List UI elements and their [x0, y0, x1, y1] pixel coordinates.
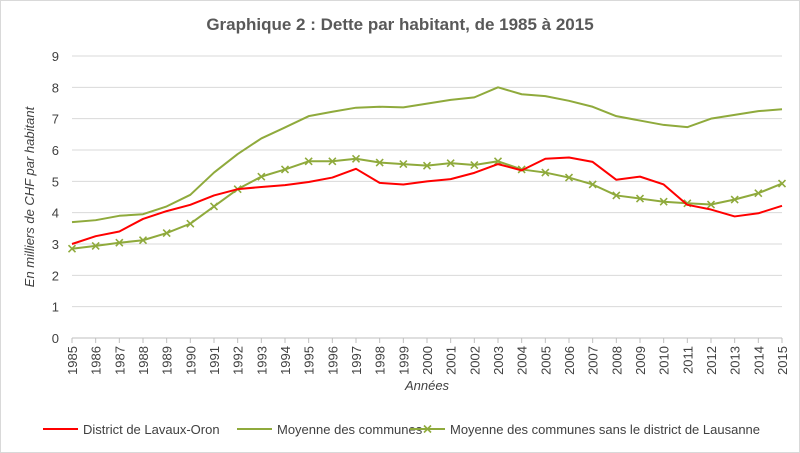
y-tick-label: 0 — [52, 331, 59, 346]
data-point-marker — [375, 158, 384, 167]
legend: District de Lavaux-Oron Moyenne des commu… — [43, 422, 760, 437]
data-point-marker — [541, 168, 550, 177]
y-axis-title: En milliers de CHF par habitant — [22, 105, 37, 287]
x-tick-label: 2004 — [515, 346, 530, 375]
data-point-marker — [328, 157, 337, 166]
gridlines — [72, 55, 782, 339]
x-tick-label: 2014 — [751, 346, 766, 375]
legend-label: District de Lavaux-Oron — [83, 422, 220, 437]
x-tick-label: 2012 — [704, 346, 719, 375]
data-point-marker — [470, 160, 479, 170]
series-lines — [67, 86, 787, 253]
x-tick-label: 1990 — [183, 346, 198, 375]
x-tick-label: 2003 — [491, 346, 506, 375]
data-point-marker — [186, 219, 195, 228]
data-point-marker — [209, 202, 219, 211]
x-tick-label: 1996 — [325, 346, 340, 375]
data-point-marker — [777, 179, 787, 188]
x-tick-label: 2005 — [538, 346, 553, 375]
data-point-marker — [446, 159, 455, 168]
x-tick-label: 2001 — [444, 346, 459, 375]
data-point-marker — [91, 241, 100, 250]
y-tick-label: 9 — [52, 49, 59, 64]
x-tick-label: 1994 — [278, 346, 293, 375]
data-point-marker — [115, 238, 124, 247]
series-1 — [71, 86, 783, 224]
legend-marker — [423, 424, 432, 434]
y-tick-label: 2 — [52, 268, 59, 283]
x-tick-label: 1986 — [89, 346, 104, 375]
data-point-marker — [280, 165, 290, 174]
x-tick-label: 1992 — [231, 346, 246, 375]
data-point-marker — [706, 200, 716, 209]
data-point-marker — [138, 236, 148, 245]
x-tick-label: 1999 — [396, 346, 411, 375]
legend-label: Moyenne des communes sans le district de… — [450, 422, 760, 437]
y-tick-label: 3 — [52, 237, 59, 252]
legend-item: District de Lavaux-Oron — [43, 422, 220, 437]
data-point-marker — [422, 161, 432, 170]
x-tick-label: 2000 — [420, 346, 435, 375]
data-point-marker — [659, 197, 668, 206]
series-line — [71, 86, 783, 224]
x-tick-label: 1988 — [136, 346, 151, 375]
data-point-marker — [257, 172, 266, 181]
x-tick-label: 2009 — [633, 346, 648, 375]
data-point-marker — [730, 195, 739, 204]
x-tick-label: 2008 — [609, 346, 624, 375]
chart-title: Graphique 2 : Dette par habitant, de 198… — [206, 15, 593, 34]
x-tick-label: 2015 — [775, 346, 790, 375]
data-point-marker — [351, 154, 361, 163]
x-tick-label: 1989 — [160, 346, 175, 375]
x-axis-title: Années — [404, 378, 450, 393]
y-tick-label: 7 — [52, 112, 59, 127]
x-tick-label: 1993 — [254, 346, 269, 375]
y-axis-ticks: 0 1 2 3 4 5 6 7 8 9 — [52, 49, 59, 346]
series-2 — [67, 154, 787, 253]
y-tick-label: 5 — [52, 174, 59, 189]
y-tick-label: 4 — [52, 206, 59, 221]
series-line — [71, 157, 783, 250]
data-point-marker — [399, 160, 408, 169]
x-tick-label: 2013 — [728, 346, 743, 375]
x-tick-label: 1991 — [207, 346, 222, 375]
data-point-marker — [612, 191, 621, 200]
x-tick-label: 2007 — [586, 346, 601, 375]
x-tick-label: 1985 — [65, 346, 80, 375]
x-tick-label: 2010 — [657, 346, 672, 375]
x-tick-label: 1995 — [302, 346, 317, 375]
data-point-marker — [162, 228, 171, 238]
x-axis-ticks: 1985 1986 1987 1988 1989 1990 1991 1992 1993 1994… — [65, 338, 790, 375]
series-0 — [71, 156, 783, 245]
x-tick-label: 2006 — [562, 346, 577, 375]
data-point-marker — [588, 180, 597, 189]
y-tick-label: 6 — [52, 143, 59, 158]
series-line — [71, 156, 783, 245]
y-tick-label: 8 — [52, 80, 59, 95]
legend-label: Moyenne des communes — [277, 422, 423, 437]
legend-item: Moyenne des communes — [237, 422, 423, 437]
data-point-marker — [493, 157, 503, 166]
legend-item: Moyenne des communes sans le district de… — [410, 422, 760, 437]
x-tick-label: 2011 — [680, 346, 695, 374]
x-tick-label: 1998 — [373, 346, 388, 375]
data-point-marker — [564, 173, 574, 182]
x-tick-label: 2002 — [467, 346, 482, 375]
x-tick-label: 1987 — [112, 346, 127, 375]
y-tick-label: 1 — [52, 300, 59, 315]
data-point-marker — [754, 189, 763, 198]
x-tick-label: 1997 — [349, 346, 364, 375]
data-point-marker — [304, 157, 313, 166]
data-point-marker — [635, 194, 645, 203]
data-point-marker — [67, 244, 77, 253]
